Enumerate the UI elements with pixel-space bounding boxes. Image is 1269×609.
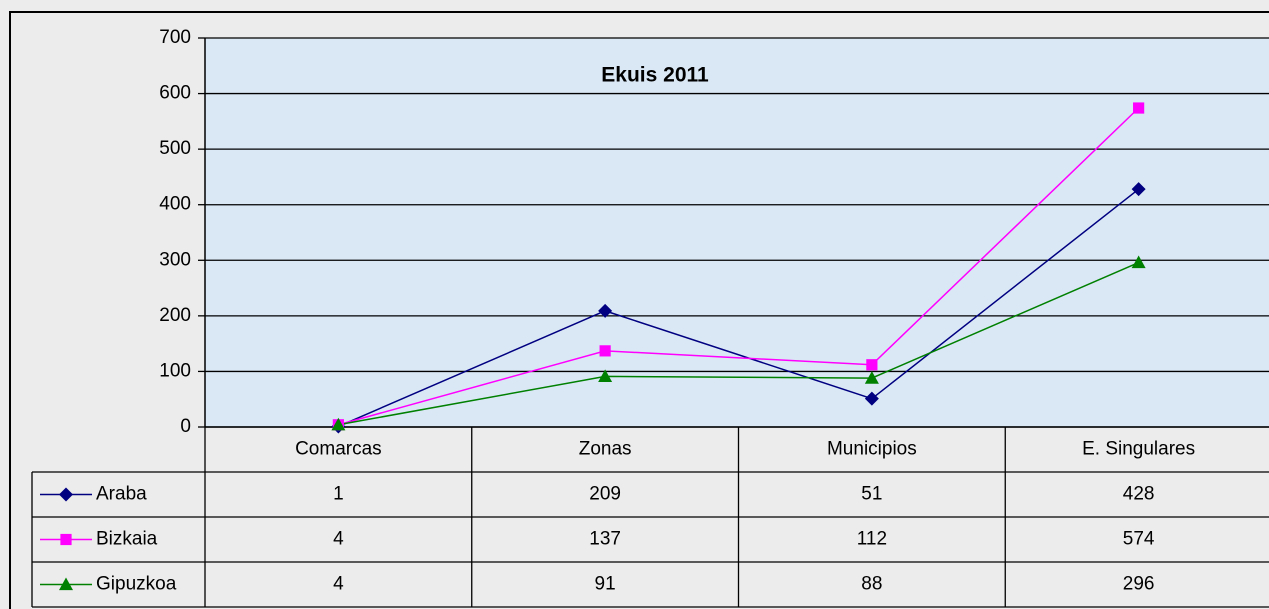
point xyxy=(866,359,878,371)
point xyxy=(331,417,346,431)
chart-title: Ekuis 2011 xyxy=(601,64,709,87)
point xyxy=(599,345,611,357)
y-tick-label: 500 xyxy=(159,138,191,159)
y-tick-label: 300 xyxy=(159,249,191,270)
table-value: 88 xyxy=(861,574,882,595)
y-tick-label: 600 xyxy=(159,83,191,104)
point xyxy=(598,303,613,318)
legend-marker xyxy=(60,533,72,546)
table-value: 137 xyxy=(589,529,621,550)
legend-marker xyxy=(59,487,73,502)
table-value: 1 xyxy=(333,484,344,505)
table-value: 209 xyxy=(589,484,621,505)
table-value: 428 xyxy=(1123,484,1155,505)
table-value: 296 xyxy=(1123,574,1155,595)
point xyxy=(864,371,879,384)
legend-label: Bizkaia xyxy=(96,529,158,550)
series-line xyxy=(338,107,1140,426)
point xyxy=(1133,102,1145,114)
series-line xyxy=(338,188,1140,428)
x-category-label: Municipios xyxy=(827,439,917,460)
table-value: 574 xyxy=(1123,529,1155,550)
point xyxy=(1131,255,1146,269)
y-tick-label: 400 xyxy=(159,194,191,215)
legend-label: Araba xyxy=(96,484,147,505)
series-line xyxy=(338,261,1139,426)
plot-area xyxy=(205,38,1269,427)
point xyxy=(1131,182,1146,197)
table-value: 4 xyxy=(333,529,344,550)
y-tick-label: 700 xyxy=(159,27,191,48)
x-category-label: Zonas xyxy=(579,439,632,460)
y-tick-label: 100 xyxy=(159,360,191,381)
x-category-label: Comarcas xyxy=(295,439,382,460)
table-value: 112 xyxy=(857,529,887,550)
point xyxy=(864,391,879,406)
y-tick-label: 200 xyxy=(159,305,191,326)
table-value: 51 xyxy=(861,484,882,505)
legend-marker xyxy=(59,577,73,591)
x-category-label: E. Singulares xyxy=(1082,439,1195,460)
table-value: 91 xyxy=(595,574,616,595)
y-tick-label: 0 xyxy=(180,416,191,437)
table-value: 4 xyxy=(333,574,344,595)
legend-label: Gipuzkoa xyxy=(96,574,177,595)
point xyxy=(598,369,613,383)
